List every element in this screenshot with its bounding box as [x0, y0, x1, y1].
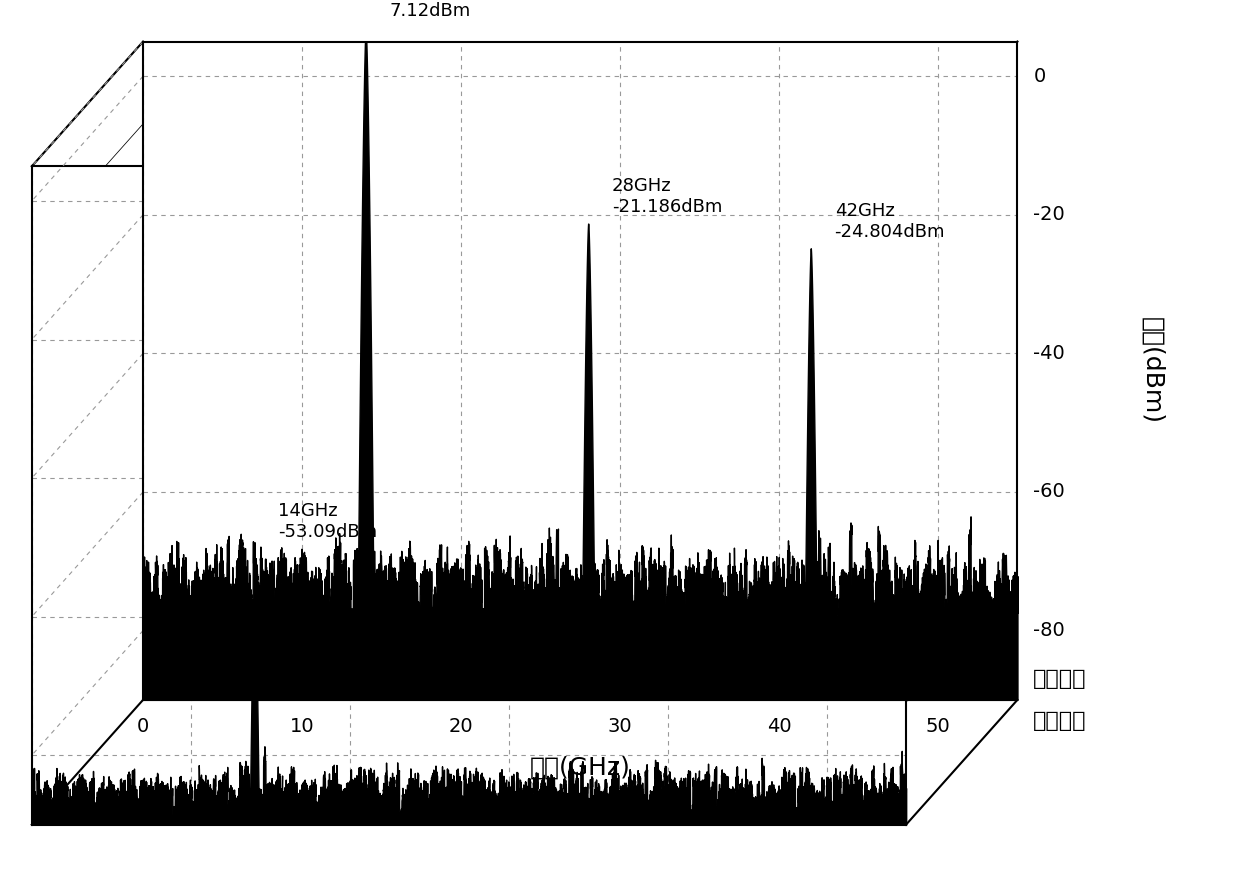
Text: 分频信号: 分频信号 — [1033, 711, 1086, 730]
Text: 0: 0 — [136, 717, 149, 737]
Text: 功率(dBm): 功率(dBm) — [1141, 317, 1164, 424]
Text: 频率(GHz): 频率(GHz) — [529, 755, 631, 780]
Text: 10: 10 — [290, 717, 315, 737]
Text: 14GHz
7.12dBm: 14GHz 7.12dBm — [389, 0, 471, 20]
Polygon shape — [32, 166, 906, 825]
Text: 28GHz
-21.186dBm: 28GHz -21.186dBm — [613, 177, 723, 216]
Text: 30: 30 — [608, 717, 632, 737]
Text: 42GHz
-24.804dBm: 42GHz -24.804dBm — [835, 202, 945, 241]
Text: 0: 0 — [1033, 67, 1045, 85]
Text: 50: 50 — [925, 717, 950, 737]
Text: -40: -40 — [1033, 344, 1065, 363]
Text: 14GHz
-53.09dBm: 14GHz -53.09dBm — [278, 502, 377, 541]
Text: 20: 20 — [449, 717, 474, 737]
Text: -20: -20 — [1033, 205, 1065, 224]
Text: -60: -60 — [1033, 482, 1065, 502]
Text: -80: -80 — [1033, 621, 1065, 640]
Text: 注入信号: 注入信号 — [1033, 669, 1086, 689]
Text: 40: 40 — [766, 717, 791, 737]
Polygon shape — [143, 41, 1018, 700]
